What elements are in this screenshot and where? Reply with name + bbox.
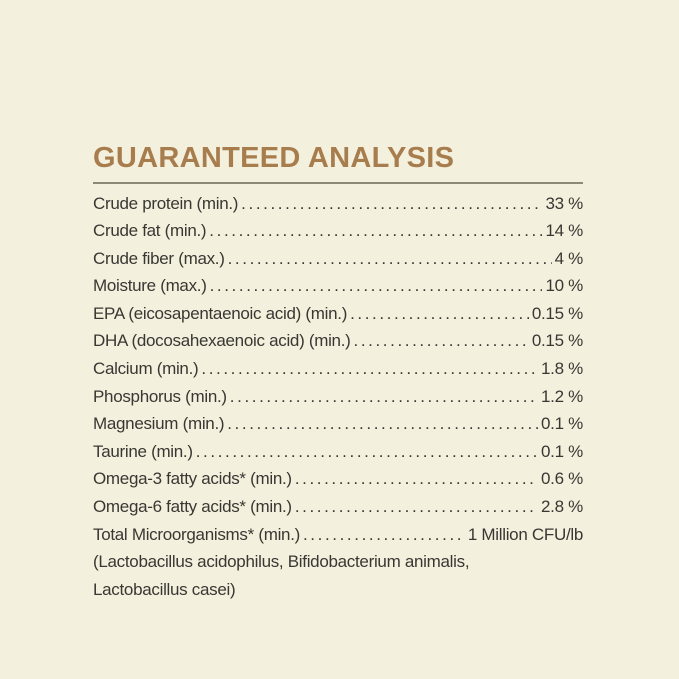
nutrient-label: Crude protein (min.) bbox=[93, 193, 239, 213]
dot-leader bbox=[201, 355, 538, 383]
dot-leader bbox=[354, 327, 529, 355]
analysis-row: Taurine (min.) 0.1 % bbox=[93, 438, 583, 466]
note-line: (Lactobacillus acidophilus, Bifidobacter… bbox=[93, 552, 470, 572]
rows: Crude protein (min.) 33 % Crude fat (min.)… bbox=[93, 190, 583, 549]
nutrient-value: 2.8 % bbox=[541, 497, 583, 517]
nutrient-value: 0.1 % bbox=[541, 414, 583, 434]
analysis-row: Calcium (min.) 1.8 % bbox=[93, 355, 583, 383]
nutrient-value: 4 % bbox=[554, 248, 584, 268]
dot-leader bbox=[295, 465, 538, 493]
dot-leader bbox=[196, 438, 538, 466]
nutrient-label: Taurine (min.) bbox=[93, 441, 193, 461]
nutrient-label: Omega-3 fatty acids* (min.) bbox=[93, 469, 292, 489]
dot-leader bbox=[227, 410, 538, 438]
nutrient-label: Calcium (min.) bbox=[93, 359, 199, 379]
nutrient-value: 0.6 % bbox=[541, 469, 583, 489]
nutrient-value: 10 % bbox=[545, 276, 583, 296]
nutrient-label: EPA (eicosapentaenoic acid) (min.) bbox=[93, 303, 348, 323]
notes: (Lactobacillus acidophilus, Bifidobacter… bbox=[93, 548, 583, 603]
dot-leader bbox=[209, 217, 542, 245]
nutrient-label: Magnesium (min.) bbox=[93, 414, 225, 434]
analysis-row: Moisture (max.) 10 % bbox=[93, 272, 583, 300]
nutrient-value: 0.15 % bbox=[531, 331, 583, 351]
nutrient-value: 14 % bbox=[545, 221, 583, 241]
analysis-row: Omega-3 fatty acids* (min.) 0.6 % bbox=[93, 465, 583, 493]
analysis-row: Omega-6 fatty acids* (min.) 2.8 % bbox=[93, 493, 583, 521]
dot-leader bbox=[350, 300, 529, 328]
analysis-row: Magnesium (min.) 0.1 % bbox=[93, 410, 583, 438]
analysis-row: Crude protein (min.) 33 % bbox=[93, 190, 583, 218]
analysis-row: EPA (eicosapentaenoic acid) (min.) 0.15 % bbox=[93, 300, 583, 328]
analysis-row: Total Microorganisms* (min.) 1 Million CF… bbox=[93, 521, 583, 549]
dot-leader bbox=[228, 245, 552, 273]
nutrient-value: 0.1 % bbox=[541, 441, 583, 461]
nutrient-value: 1.2 % bbox=[541, 386, 583, 406]
nutrient-value: 0.15 % bbox=[531, 303, 583, 323]
title: GUARANTEED ANALYSIS bbox=[93, 142, 455, 174]
nutrient-label: Total Microorganisms* (min.) bbox=[93, 524, 300, 544]
nutrient-label: Moisture (max.) bbox=[93, 276, 207, 296]
nutrient-label: DHA (docosahexaenoic acid) (min.) bbox=[93, 331, 351, 351]
analysis-row: Crude fat (min.) 14 % bbox=[93, 217, 583, 245]
nutrient-label: Phosphorus (min.) bbox=[93, 386, 227, 406]
dot-leader bbox=[241, 190, 542, 218]
dot-leader bbox=[210, 272, 543, 300]
nutrient-label: Crude fiber (max.) bbox=[93, 248, 225, 268]
analysis-row: DHA (docosahexaenoic acid) (min.) 0.15 % bbox=[93, 327, 583, 355]
dot-leader bbox=[303, 521, 465, 549]
nutrient-label: Omega-6 fatty acids* (min.) bbox=[93, 497, 292, 517]
nutrient-value: 1.8 % bbox=[541, 359, 583, 379]
nutrient-value: 33 % bbox=[545, 193, 583, 213]
dot-leader bbox=[230, 383, 538, 411]
nutrient-label: Crude fat (min.) bbox=[93, 221, 207, 241]
divider bbox=[93, 182, 583, 184]
analysis-panel: GUARANTEED ANALYSIS Crude protein (min.)… bbox=[93, 140, 583, 603]
analysis-row: Phosphorus (min.) 1.2 % bbox=[93, 383, 583, 411]
nutrient-value: 1 Million CFU/lb bbox=[467, 524, 583, 544]
analysis-row: Crude fiber (max.) 4 % bbox=[93, 245, 583, 273]
dot-leader bbox=[295, 493, 538, 521]
note-line: Lactobacillus casei) bbox=[93, 579, 236, 599]
